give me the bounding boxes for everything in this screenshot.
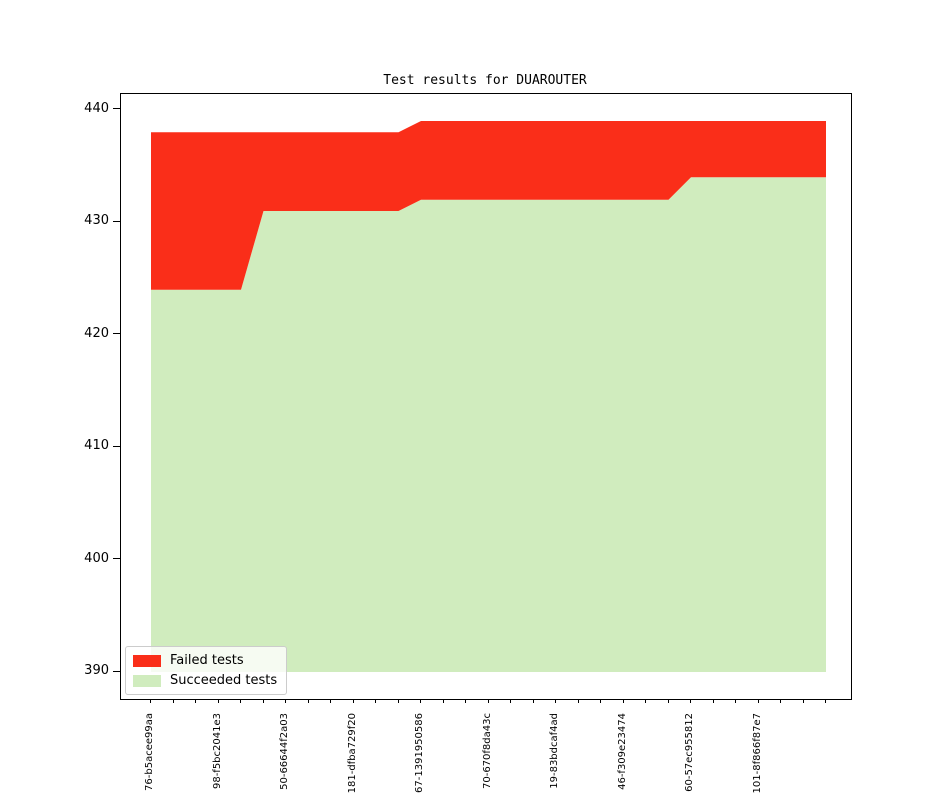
y-tick-label: 390: [84, 663, 109, 678]
x-tick-mark: [262, 699, 264, 703]
x-tick-mark: [285, 699, 286, 703]
x-tick-mark: [735, 699, 736, 703]
x-tick-label-text: 101-8f866f87e7: [751, 713, 763, 794]
x-tick-mark: [442, 699, 444, 703]
y-tick-label: 420: [84, 325, 109, 341]
x-tick-mark: [352, 699, 354, 703]
legend-items: Failed tests Succeeded tests: [133, 652, 277, 689]
x-tick-label: 181-dfba729f20: [347, 706, 359, 796]
x-tick-mark: [780, 699, 781, 703]
y-tick-label: 430: [84, 213, 109, 229]
legend-item-succeeded: Succeeded tests: [133, 672, 277, 689]
x-tick-label-text: 70-670f8da43c: [481, 713, 493, 790]
legend-label: Failed tests: [170, 653, 244, 668]
x-tick-mark: [712, 699, 714, 703]
plot-area: [120, 93, 852, 700]
x-tick-mark: [420, 699, 421, 703]
x-tick-mark: [532, 699, 534, 703]
x-tick-mark: [667, 699, 669, 703]
x-tick-mark: [622, 699, 624, 703]
chart-title: Test results for DUAROUTER: [383, 73, 587, 88]
x-tick-mark: [240, 699, 241, 703]
x-tick-label-text: 181-dfba729f20: [346, 713, 358, 794]
x-tick-mark: [150, 699, 151, 703]
x-tick-mark: [577, 699, 579, 703]
x-tick-mark: [802, 699, 804, 703]
x-tick-label-text: 98-f5bc2041e3: [211, 713, 223, 790]
x-tick-mark: [217, 699, 219, 703]
y-tick-label: 440: [84, 100, 109, 116]
y-tick-label: 400: [84, 550, 109, 566]
y-tick-mark: [113, 670, 120, 672]
x-tick-mark: [195, 699, 196, 703]
x-tick-mark: [600, 699, 601, 703]
x-tick-label: 67-1391950586: [414, 706, 426, 796]
y-tick-mark: [113, 445, 120, 447]
x-tick-mark: [172, 699, 174, 703]
x-tick-label: 98-f5bc2041e3: [212, 706, 224, 796]
legend: Failed tests Succeeded tests: [125, 646, 288, 695]
x-tick-label-text: 19-83bdcaf4ad: [549, 713, 560, 789]
legend-swatch-succeeded: [133, 674, 161, 687]
x-tick-label: 101-8f866f87e7: [752, 706, 764, 796]
x-tick-label-text: 76-b5acee99aa: [144, 713, 155, 791]
legend-swatch-failed: [133, 654, 161, 667]
x-tick-mark: [307, 699, 309, 703]
x-tick-mark: [487, 699, 489, 703]
x-tick-label: 46-f309e23474: [617, 706, 629, 796]
x-tick-label-text: 67-1391950586: [414, 713, 425, 793]
x-tick-label: 76-b5acee99aa: [144, 706, 156, 796]
x-tick-label: 19-83bdcaf4ad: [549, 706, 561, 796]
y-tick-label: 410: [84, 438, 109, 454]
y-tick-mark: [113, 333, 120, 335]
x-tick-mark: [555, 699, 556, 703]
x-tick-mark: [690, 699, 691, 703]
area-failed-tests: [151, 121, 826, 290]
x-tick-mark: [397, 699, 399, 703]
x-tick-label: 60-57ec955812: [684, 706, 696, 796]
x-tick-label: 70-670f8da43c: [482, 706, 494, 796]
stacked-area-chart: [151, 121, 826, 672]
x-tick-mark: [330, 699, 331, 703]
x-tick-mark: [465, 699, 466, 703]
legend-item-failed: Failed tests: [133, 652, 277, 669]
area-succeeded-tests: [151, 177, 826, 672]
x-tick-mark: [757, 699, 759, 703]
x-tick-label-text: 46-f309e23474: [616, 713, 628, 790]
x-tick-label-text: 60-57ec955812: [684, 713, 695, 792]
y-tick-mark: [113, 558, 120, 560]
x-tick-mark: [825, 699, 826, 703]
y-tick-mark: [113, 108, 120, 110]
legend-label: Succeeded tests: [170, 673, 278, 688]
x-tick-mark: [375, 699, 376, 703]
x-tick-label: 50-66644f2a03: [279, 706, 291, 796]
x-tick-label-text: 50-66644f2a03: [279, 713, 290, 790]
x-tick-mark: [645, 699, 646, 703]
x-tick-mark: [510, 699, 511, 703]
y-tick-mark: [113, 220, 120, 222]
